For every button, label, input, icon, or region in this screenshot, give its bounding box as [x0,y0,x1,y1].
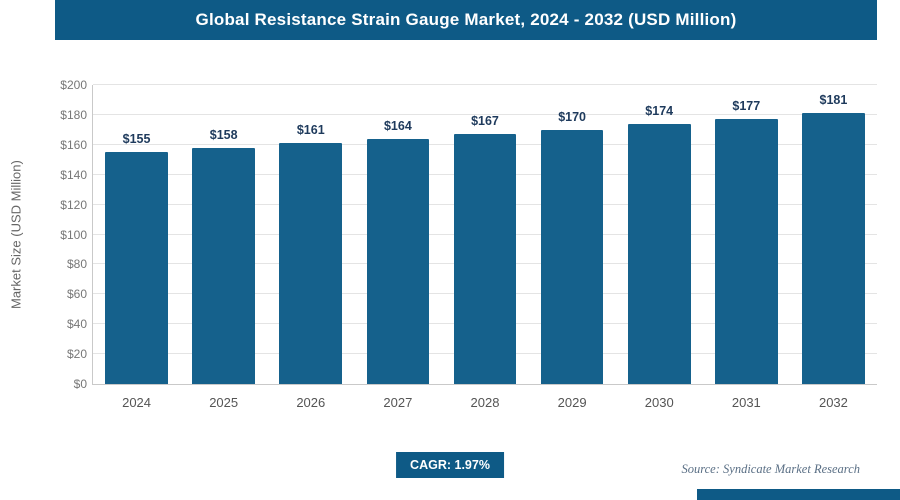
bar [627,123,691,384]
bar-value-label: $174 [645,103,674,118]
bar-value-label: $167 [471,114,499,129]
bar-group-2026: $161 2026 [267,85,354,410]
gridline [93,113,877,115]
bar [802,113,865,384]
bar-value-label: $164 [383,118,412,133]
x-axis-label: 2024 [122,395,152,410]
bar-value-label: $177 [732,99,761,114]
plot-area: $0 $20 $40 $60 $80 $100 $120 $140 $160 $180 $200 $… [60,78,877,410]
bar-group-2029: $170 2029 [529,85,616,410]
x-axis-label: 2025 [209,395,239,410]
y-tick-label: $100 [60,227,87,242]
bar [192,147,256,384]
bar [105,152,168,384]
bottom-right-accent-bar [697,489,900,500]
chart-title-banner: Global Resistance Strain Gauge Market, 2… [55,0,877,40]
bar [279,143,343,384]
y-tick-label: $80 [66,257,87,272]
y-axis-title: Market Size (USD Million) [8,160,24,310]
bar-series: $155 2024 $158 2025 $161 2026 $164 2027 $167 2028… [93,85,877,410]
y-tick-label: $40 [66,317,87,332]
bar-group-2028: $167 2028 [441,85,528,410]
x-axis-label: 2028 [470,395,500,410]
cagr-badge: CAGR: 1.97% [396,452,504,478]
source-attribution: Source: Syndicate Market Research [681,462,860,476]
bar-group-2031: $177 2031 [703,85,790,410]
y-tick-label: $60 [66,287,87,302]
x-axis-label: 2032 [818,395,848,410]
bar [540,129,604,384]
x-axis-label: 2029 [557,395,587,410]
x-axis-label: 2031 [731,395,761,410]
bar-value-label: $161 [296,123,325,138]
y-tick-label: $180 [60,107,87,122]
x-axis-label: 2030 [644,395,674,410]
bar-group-2030: $174 2030 [616,85,703,410]
y-tick-label: $0 [73,377,87,391]
bar-group-2025: $158 2025 [180,85,267,410]
y-tick-label: $200 [60,78,87,92]
bar-group-2027: $164 2027 [354,85,441,410]
bar [366,138,430,384]
bar [453,134,517,384]
x-axis-label: 2027 [383,395,413,410]
x-axis-label: 2026 [296,395,326,410]
bar-value-label: $158 [209,127,238,142]
y-tick-label: $160 [60,137,87,152]
y-tick-label: $120 [60,197,87,212]
bar-value-label: $170 [558,109,586,124]
bar-value-label: $181 [819,93,848,108]
gridline [93,84,877,85]
bar-group-2032: $181 2032 [790,85,877,410]
y-tick-label: $20 [66,347,87,362]
bar-group-2024: $155 2024 [93,85,180,410]
chart-title: Global Resistance Strain Gauge Market, 2… [195,10,737,29]
bar-value-label: $155 [122,132,151,147]
bar [714,119,778,384]
y-tick-label: $140 [60,167,87,182]
